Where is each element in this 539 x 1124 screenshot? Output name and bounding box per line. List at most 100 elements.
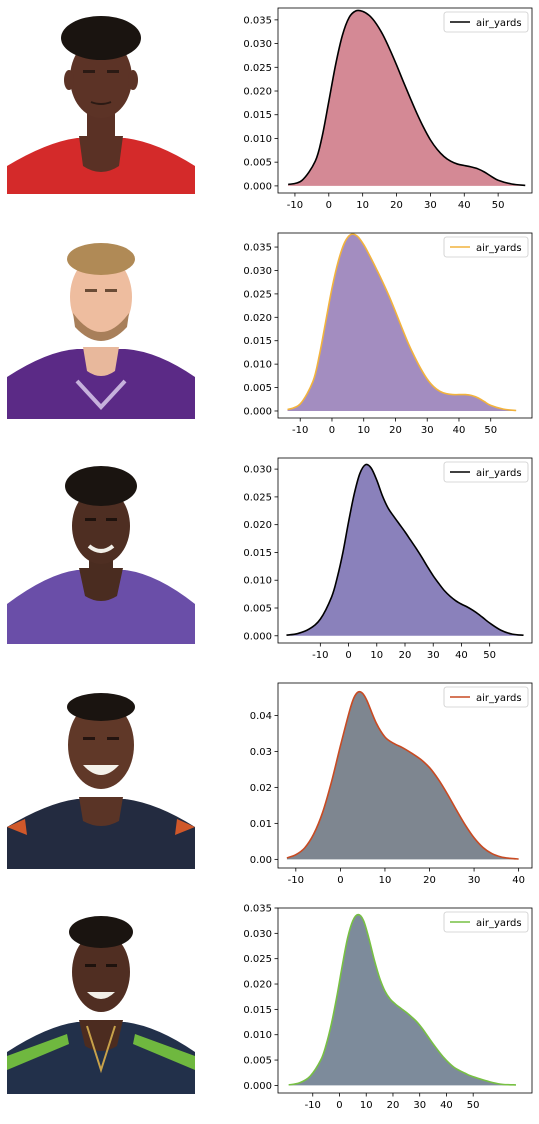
x-tick-label: 20 [390, 200, 403, 211]
y-tick-label: 0.000 [243, 181, 272, 192]
x-tick-label: 40 [455, 650, 468, 661]
x-tick-label: 40 [453, 425, 466, 436]
axes-frame [277, 682, 533, 869]
density-area [288, 914, 516, 1086]
y-tick-label: 0.035 [243, 243, 272, 254]
legend-box [443, 686, 529, 708]
player-headshot-3 [7, 466, 195, 644]
y-tick-label: 0.015 [243, 110, 272, 121]
x-tick-label: 0 [345, 650, 351, 661]
y-tick-label: 0.015 [243, 336, 272, 347]
x-tick-label: 10 [370, 650, 383, 661]
x-tick-label: -10 [287, 200, 303, 211]
x-tick-label: 10 [357, 425, 370, 436]
y-tick-label: 0.000 [243, 1081, 272, 1092]
x-tick-label: 40 [440, 1100, 453, 1111]
y-tick-label: 0.025 [243, 289, 272, 300]
legend-label: air_yards [476, 468, 522, 479]
kde-chart-5: -10 0 10 20 30 40 50 0.000 0.005 0.010 0.015 0.020 0… [243, 904, 533, 1111]
legend-label: air_yards [476, 18, 522, 29]
x-tick-label: 30 [427, 650, 440, 661]
y-tick-label: 0.020 [243, 313, 272, 324]
legend-label: air_yards [476, 243, 522, 254]
x-tick-label: 50 [484, 425, 497, 436]
y-tick-label: 0.005 [243, 158, 272, 169]
y-tick-label: 0.025 [243, 954, 272, 965]
density-line [287, 9, 526, 187]
x-tick-label: 10 [356, 200, 369, 211]
x-tick-label: 10 [379, 875, 392, 886]
y-tick-label: 0.04 [250, 711, 272, 722]
player-row-3: -10 0 10 20 30 40 50 0.000 0.005 0.010 0.015 0.020 0… [0, 450, 539, 674]
y-tick-label: 0.020 [243, 980, 272, 991]
x-tick-label: 20 [387, 1100, 400, 1111]
player-headshot-5 [7, 916, 195, 1094]
x-tick-label: 30 [413, 1100, 426, 1111]
player-row-4: -10 0 10 20 30 40 0.00 0.01 0.02 0.03 0.04 air_yard… [0, 675, 539, 899]
legend-label: air_yards [476, 693, 522, 704]
legend-label: air_yards [476, 918, 522, 929]
player-headshot-4 [7, 693, 195, 869]
x-tick-label: 0 [329, 425, 335, 436]
axes-frame [277, 7, 533, 194]
kde-chart-3: -10 0 10 20 30 40 50 0.000 0.005 0.010 0.015 0.020 0… [243, 457, 533, 661]
y-tick-label: 0.010 [243, 360, 272, 371]
x-tick-label: 0 [337, 875, 343, 886]
x-tick-label: -10 [312, 650, 328, 661]
y-tick-label: 0.025 [243, 63, 272, 74]
x-tick-label: 50 [483, 650, 496, 661]
density-line [287, 233, 517, 412]
y-tick-label: 0.000 [243, 631, 272, 642]
y-tick-label: 0.01 [250, 819, 272, 830]
x-tick-label: 50 [492, 200, 505, 211]
player-headshot-2 [7, 243, 195, 419]
legend-box [443, 911, 529, 933]
y-tick-label: 0.015 [243, 548, 272, 559]
player-row-2: -10 0 10 20 30 40 50 0.000 0.005 0.010 0.015 0.020 0… [0, 225, 539, 449]
x-tick-label: 40 [512, 875, 525, 886]
x-tick-label: -10 [292, 425, 308, 436]
y-tick-label: 0.02 [250, 783, 272, 794]
x-tick-label: 30 [421, 425, 434, 436]
y-tick-label: 0.010 [243, 1030, 272, 1041]
y-tick-label: 0.010 [243, 576, 272, 587]
kde-chart-2: -10 0 10 20 30 40 50 0.000 0.005 0.010 0.015 0.020 0… [243, 232, 533, 436]
y-tick-label: 0.030 [243, 266, 272, 277]
y-tick-label: 0.010 [243, 134, 272, 145]
density-area [286, 464, 524, 636]
x-tick-label: 20 [399, 650, 412, 661]
density-area [288, 10, 526, 186]
player-row-5: -10 0 10 20 30 40 50 0.000 0.005 0.010 0.015 0.020 0… [0, 900, 539, 1124]
kde-chart-4: -10 0 10 20 30 40 0.00 0.01 0.02 0.03 0.04 air_yard… [250, 682, 533, 886]
x-tick-label: 10 [360, 1100, 373, 1111]
y-tick-label: 0.020 [243, 87, 272, 98]
y-tick-label: 0.005 [243, 383, 272, 394]
x-tick-label: 20 [423, 875, 436, 886]
y-tick-label: 0.000 [243, 406, 272, 417]
x-tick-label: 30 [424, 200, 437, 211]
x-tick-label: 0 [326, 200, 332, 211]
density-area [286, 691, 519, 860]
player-row-1: -10 0 10 20 30 40 50 0.000 0.005 0.010 0.015 0.020 0… [0, 0, 539, 224]
x-tick-label: -10 [288, 875, 304, 886]
y-tick-label: 0.005 [243, 604, 272, 615]
y-tick-label: 0.03 [250, 747, 272, 758]
y-tick-label: 0.00 [250, 855, 272, 866]
x-tick-label: 40 [458, 200, 471, 211]
axes-frame [277, 232, 533, 419]
x-tick-label: -10 [305, 1100, 321, 1111]
legend-box [443, 461, 529, 483]
y-tick-label: 0.025 [243, 492, 272, 503]
density-area [287, 234, 517, 411]
x-tick-label: 50 [467, 1100, 480, 1111]
y-tick-label: 0.015 [243, 1005, 272, 1016]
density-line [286, 463, 524, 637]
y-tick-label: 0.035 [243, 15, 272, 26]
y-tick-label: 0.030 [243, 929, 272, 940]
x-tick-label: 0 [336, 1100, 342, 1111]
legend-box [443, 11, 529, 33]
legend-box [443, 236, 529, 258]
x-tick-label: 20 [389, 425, 402, 436]
density-line [286, 690, 519, 860]
x-tick-label: 30 [468, 875, 481, 886]
